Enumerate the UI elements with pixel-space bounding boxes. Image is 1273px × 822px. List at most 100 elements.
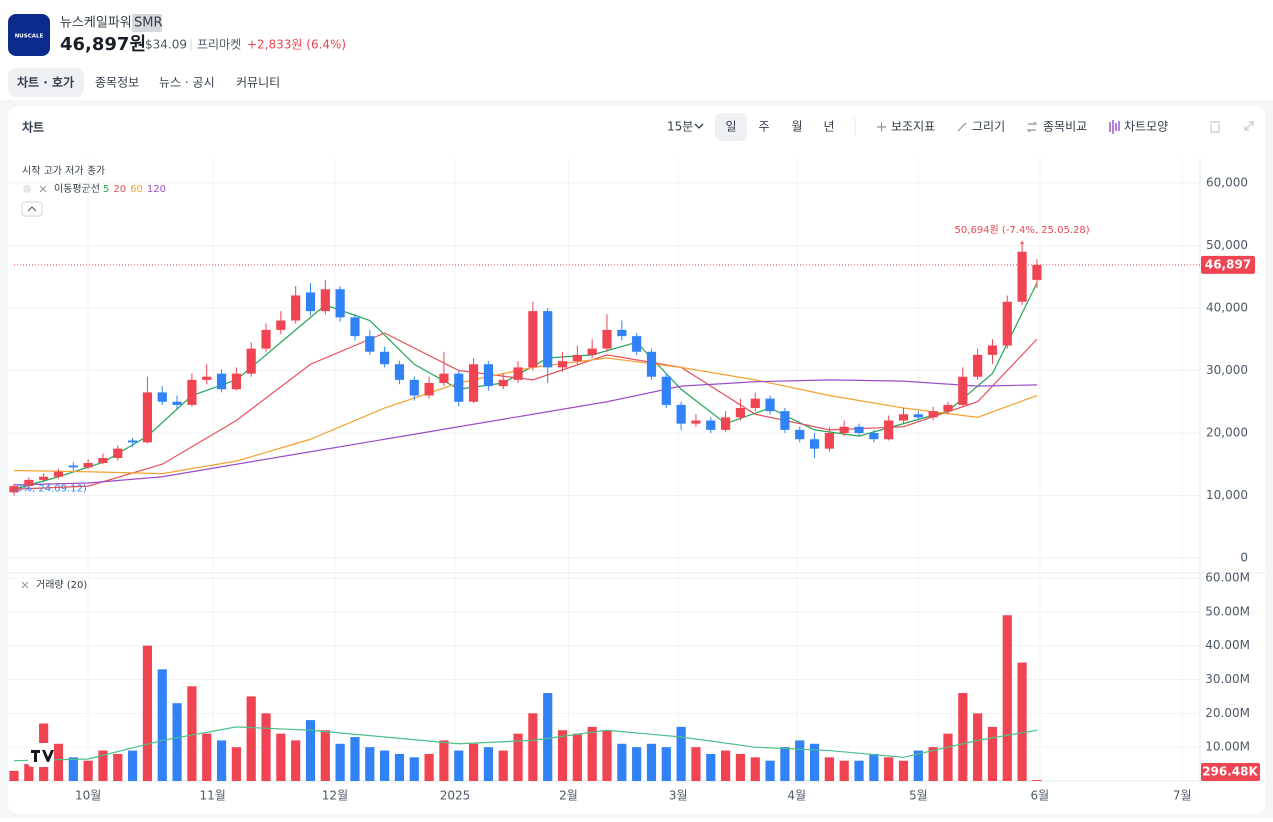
period[interactable]: 일 — [725, 120, 736, 134]
ohlc-legend: 시작 고가 저가 종가 — [22, 165, 105, 177]
candle-body — [9, 486, 19, 493]
collapse-button[interactable] — [21, 201, 43, 217]
volume-bar — [350, 737, 360, 781]
candle-body — [216, 373, 227, 390]
tab[interactable]: 종목정보 — [95, 76, 139, 90]
period[interactable]: 주 — [758, 120, 769, 134]
ticker: SMR — [134, 16, 163, 31]
volume-bar — [765, 760, 775, 781]
price: 46,897원 — [60, 34, 146, 55]
trash-icon[interactable] — [1210, 121, 1220, 133]
ma-legend: 60 — [130, 184, 143, 195]
volume-bar — [543, 693, 553, 781]
volume-bar — [216, 740, 227, 781]
candle-body — [646, 351, 657, 377]
interval[interactable]: 15분 — [667, 120, 693, 134]
volume-bar — [676, 726, 686, 781]
volume-bar — [706, 753, 716, 781]
volume-bar — [68, 757, 78, 781]
volume-bar — [587, 726, 597, 781]
tool[interactable]: 보조지표 — [891, 120, 935, 134]
volume-bar — [854, 760, 864, 781]
chart-title: 차트 — [22, 120, 44, 135]
annotation: 50,694원 (-7.4%, 25.05.28) — [955, 224, 1090, 236]
chart-card — [8, 106, 1265, 814]
period[interactable]: 년 — [823, 120, 834, 134]
tool[interactable]: 그리기 — [972, 120, 1005, 134]
annotation-marker — [1020, 241, 1025, 246]
candle-body — [53, 471, 64, 477]
moving-average — [13, 282, 1038, 490]
candle-body — [824, 433, 834, 449]
candle-body — [750, 398, 760, 408]
tv-logo — [31, 750, 54, 762]
volume-bar — [483, 747, 493, 781]
tool[interactable]: 차트모양 — [1124, 120, 1168, 134]
plot: 10월 11월 12월 2025 2월 3월 4월 5월 6월 7월 0 10,000 20,000 30… — [8, 158, 1260, 803]
volume-bar — [142, 645, 153, 781]
volume-bar — [602, 730, 612, 781]
x-tick-label: 11월 — [199, 789, 225, 803]
volume-bar — [409, 757, 419, 781]
ticker-highlight — [132, 14, 162, 32]
y-tick-label: 50.00M — [1205, 604, 1250, 618]
candle-body — [335, 289, 345, 318]
candle-body — [987, 345, 998, 355]
draw-icon — [957, 122, 967, 132]
candle-body — [39, 476, 49, 480]
volume-bar — [617, 743, 627, 781]
tab[interactable]: 뉴스 · 공시 — [159, 76, 215, 90]
x-tick-label: 12월 — [322, 789, 348, 803]
tab[interactable]: 커뮤니티 — [236, 76, 280, 90]
volume-bar — [365, 747, 375, 781]
volume-bar — [661, 747, 671, 781]
y-tick-label: 10.00M — [1205, 740, 1250, 754]
candle-body — [68, 465, 78, 468]
candle-body — [869, 433, 879, 440]
volume-bar — [231, 747, 241, 781]
y-tick-label: 40.00M — [1205, 638, 1250, 652]
tab[interactable]: 차트 · 호가 — [17, 75, 74, 90]
volume-bar — [809, 743, 820, 781]
close-icon[interactable] — [39, 185, 47, 193]
candle-body — [765, 398, 775, 412]
close-icon[interactable] — [21, 581, 29, 589]
moving-average — [13, 379, 1037, 486]
candle-body — [587, 348, 597, 355]
candle-body — [231, 373, 241, 390]
volume-bar — [958, 693, 968, 781]
volume-bar — [884, 757, 894, 781]
volume-bar — [157, 669, 167, 781]
period[interactable]: 월 — [791, 120, 802, 134]
volume-bar — [869, 753, 879, 781]
candle-body — [261, 329, 271, 349]
y-tick-label: 60.00M — [1205, 571, 1250, 585]
last-price-box — [1201, 255, 1255, 274]
tool[interactable]: 종목비교 — [1043, 120, 1087, 134]
volume-bar — [439, 740, 449, 781]
volume-bar — [128, 750, 138, 781]
volume-bar — [424, 753, 434, 781]
x-tick-label: 3월 — [669, 789, 688, 803]
candle-body — [884, 420, 894, 440]
candle-body — [854, 426, 864, 433]
chart-style-icon — [1109, 120, 1120, 134]
period-selected-bg — [715, 113, 747, 141]
candle-body — [1017, 251, 1027, 302]
volume-bar — [53, 743, 64, 781]
candle-body — [365, 336, 375, 352]
volume-bar — [172, 703, 182, 781]
x-tick-label: 2025 — [440, 789, 471, 803]
candle-body — [839, 426, 849, 433]
volume-bar — [394, 753, 405, 781]
candle-body — [350, 317, 360, 337]
candle-body — [572, 354, 582, 362]
volume-bar — [276, 733, 286, 781]
candle-body — [394, 364, 405, 380]
candle-body — [898, 414, 909, 421]
volume-bar — [24, 764, 34, 781]
candle-body — [617, 329, 627, 337]
eye-icon[interactable] — [23, 185, 31, 193]
volume-ma — [13, 726, 1038, 762]
expand-icon[interactable] — [1244, 121, 1254, 131]
